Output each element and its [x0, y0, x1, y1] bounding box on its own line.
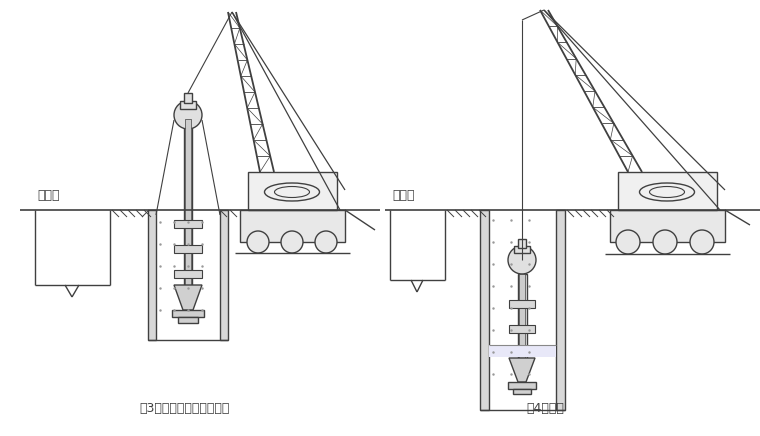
Text: （4）钻进: （4）钻进: [526, 402, 564, 415]
Text: 泥浆池: 泥浆池: [37, 189, 59, 202]
Circle shape: [247, 231, 269, 253]
Text: 泥浆池: 泥浆池: [392, 189, 414, 202]
Polygon shape: [174, 285, 202, 310]
Circle shape: [315, 231, 337, 253]
Bar: [180, 101, 196, 109]
Bar: [220, 210, 228, 340]
Bar: [148, 210, 156, 340]
Circle shape: [281, 231, 303, 253]
Bar: [513, 389, 531, 394]
Bar: [518, 274, 527, 365]
Circle shape: [174, 101, 202, 129]
Circle shape: [508, 246, 536, 274]
Polygon shape: [509, 358, 535, 382]
Bar: [240, 210, 345, 242]
Bar: [489, 345, 556, 357]
Circle shape: [690, 230, 714, 254]
Bar: [514, 246, 530, 253]
Bar: [509, 300, 535, 308]
Circle shape: [616, 230, 640, 254]
Ellipse shape: [639, 183, 695, 201]
Bar: [172, 310, 204, 317]
Bar: [618, 172, 717, 210]
Bar: [178, 317, 198, 323]
Bar: [174, 270, 202, 278]
Ellipse shape: [264, 183, 319, 201]
Bar: [174, 220, 202, 228]
Bar: [480, 210, 489, 410]
Bar: [509, 325, 535, 333]
Bar: [248, 172, 337, 210]
Bar: [508, 382, 536, 389]
Bar: [184, 93, 192, 103]
Bar: [518, 239, 526, 248]
Circle shape: [653, 230, 677, 254]
Bar: [174, 245, 202, 253]
Bar: [556, 210, 565, 410]
Text: （3）钻机就位、泥浆制备: （3）钻机就位、泥浆制备: [140, 402, 230, 415]
Bar: [610, 210, 725, 242]
Bar: [184, 115, 192, 300]
Bar: [185, 119, 191, 300]
Bar: [519, 274, 525, 365]
